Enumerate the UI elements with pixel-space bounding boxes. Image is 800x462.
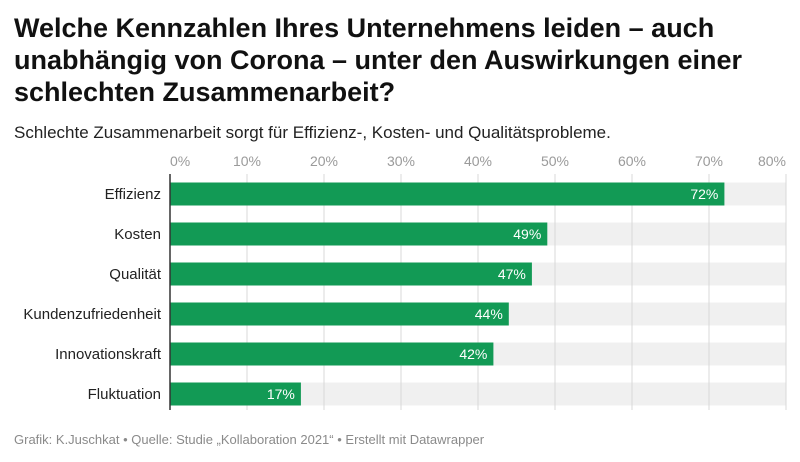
x-tick-label: 50% bbox=[541, 153, 569, 169]
bar bbox=[170, 262, 532, 286]
chart-footer: Grafik: K.Juschkat • Quelle: Studie „Kol… bbox=[14, 432, 484, 448]
footer-source: Quelle: Studie „Kollaboration 2021“ bbox=[131, 432, 334, 447]
category-label: Kosten bbox=[114, 226, 161, 243]
footer-tool: Erstellt mit Datawrapper bbox=[345, 432, 485, 447]
value-label: 17% bbox=[267, 386, 295, 402]
x-tick-label: 10% bbox=[233, 153, 261, 169]
footer-credit: Grafik: K.Juschkat bbox=[14, 432, 120, 447]
value-label: 49% bbox=[513, 226, 541, 242]
footer-separator: • bbox=[333, 432, 346, 447]
bar bbox=[170, 382, 301, 406]
bar bbox=[170, 302, 509, 326]
x-tick-label: 0% bbox=[170, 153, 190, 169]
category-label: Innovationskraft bbox=[55, 346, 162, 363]
bar-chart: 0% 10% 20% 30% 40% 50% 60% 70% 80% Effizienz 72% Ko… bbox=[23, 153, 787, 410]
chart-subtitle: Schlechte Zusammenarbeit sorgt für Effiz… bbox=[14, 123, 611, 142]
x-tick-label: 30% bbox=[387, 153, 415, 169]
value-label: 44% bbox=[475, 306, 503, 322]
footer-separator: • bbox=[119, 432, 132, 447]
bar bbox=[170, 222, 548, 246]
category-label: Fluktuation bbox=[88, 386, 161, 403]
x-tick-label: 70% bbox=[695, 153, 723, 169]
category-label: Kundenzufriedenheit bbox=[23, 306, 161, 323]
value-label: 47% bbox=[498, 266, 526, 282]
value-label: 42% bbox=[459, 346, 487, 362]
category-label: Effizienz bbox=[105, 186, 161, 203]
x-tick-label: 40% bbox=[464, 153, 492, 169]
x-tick-label: 80% bbox=[758, 153, 786, 169]
bar bbox=[170, 182, 725, 206]
category-label: Qualität bbox=[109, 266, 162, 283]
x-tick-label: 20% bbox=[310, 153, 338, 169]
chart-title: Welche Kennzahlen Ihres Unternehmens lei… bbox=[14, 13, 743, 107]
value-label: 72% bbox=[690, 186, 718, 202]
x-tick-label: 60% bbox=[618, 153, 646, 169]
bar bbox=[170, 342, 494, 366]
